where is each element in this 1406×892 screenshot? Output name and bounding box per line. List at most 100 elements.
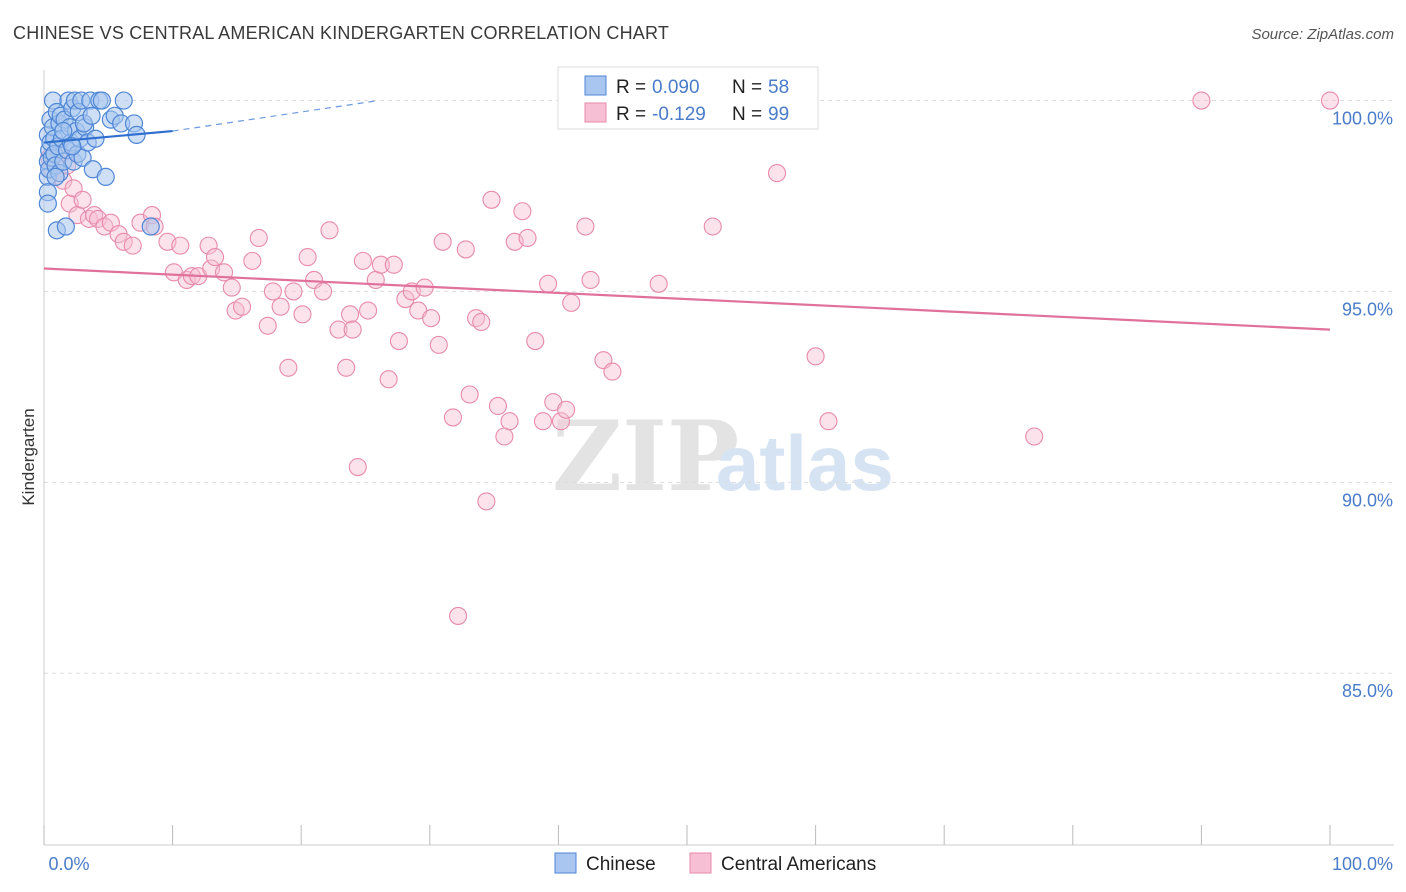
point-chinese xyxy=(114,91,133,110)
point-central-americans xyxy=(576,217,595,236)
x-axis-tick-labels: 0.0% 100.0% xyxy=(48,854,1393,874)
point-central-americans xyxy=(366,270,385,290)
point-central-americans xyxy=(488,396,508,416)
point-central-americans xyxy=(1320,91,1340,110)
bottom-legend-swatch-central xyxy=(689,852,712,874)
point-central-americans xyxy=(379,370,398,389)
point-central-americans xyxy=(222,278,241,297)
point-central-americans xyxy=(123,236,142,255)
bottom-legend-swatch-chinese xyxy=(554,852,577,874)
point-central-americans xyxy=(271,297,290,316)
legend-r-value-central: -0.129 xyxy=(652,104,706,125)
point-central-americans xyxy=(518,228,537,248)
point-chinese xyxy=(38,194,57,213)
point-central-americans xyxy=(533,412,553,431)
point-central-americans xyxy=(258,316,277,335)
y-tick-label: 100.0% xyxy=(1332,109,1393,129)
point-central-americans xyxy=(581,270,600,290)
point-central-americans xyxy=(819,412,838,431)
point-central-americans xyxy=(249,228,268,248)
y-axis-label: Kindergarten xyxy=(19,408,38,505)
series-central-americans xyxy=(40,91,1340,625)
point-central-americans xyxy=(279,358,298,377)
point-central-americans xyxy=(1025,427,1044,446)
chart-source: Source: ZipAtlas.com xyxy=(1251,26,1394,43)
legend-n-value-chinese: 58 xyxy=(768,77,789,98)
point-central-americans xyxy=(429,335,448,354)
point-central-americans xyxy=(73,190,92,209)
point-central-americans xyxy=(477,492,496,511)
series-chinese xyxy=(38,91,160,240)
point-central-americans xyxy=(232,297,252,316)
gridlines xyxy=(44,100,1394,674)
point-central-americans xyxy=(526,332,545,351)
point-central-americans xyxy=(557,400,576,419)
point-central-americans xyxy=(343,320,362,339)
trend-line-chinese xyxy=(43,129,173,144)
watermark: ZIP atlas xyxy=(552,400,894,513)
bottom-legend-label-chinese: Chinese xyxy=(586,854,656,875)
point-central-americans xyxy=(603,362,622,381)
trend-lines xyxy=(43,99,1331,331)
bottom-legend-label-central: Central Americans xyxy=(721,854,876,875)
point-central-americans xyxy=(320,221,339,240)
point-central-americans xyxy=(551,412,571,431)
point-central-americans xyxy=(348,457,367,477)
legend-n-label-chinese: N = xyxy=(732,77,762,98)
watermark-zip: ZIP xyxy=(552,400,739,513)
legend-r-label-chinese: R = xyxy=(616,77,646,98)
stats-legend: R = 0.090 N = 58 R = -0.129 N = 99 xyxy=(557,66,819,130)
x-axis-ticks xyxy=(43,825,1331,845)
point-central-americans xyxy=(371,255,390,274)
point-central-americans xyxy=(562,293,581,312)
point-central-americans xyxy=(384,255,403,274)
legend-n-value-central: 99 xyxy=(768,104,789,125)
point-central-americans xyxy=(243,251,262,270)
point-chinese xyxy=(92,91,111,110)
series-legend: Chinese Central Americans xyxy=(554,852,876,875)
watermark-atlas: atlas xyxy=(716,419,894,507)
point-central-americans xyxy=(460,385,479,404)
point-central-americans xyxy=(353,251,372,270)
x-tick-label: 100.0% xyxy=(1332,854,1393,874)
point-chinese xyxy=(141,217,160,236)
legend-swatch-central xyxy=(584,102,607,123)
point-central-americans xyxy=(341,305,360,324)
point-central-americans xyxy=(205,248,225,267)
point-central-americans xyxy=(456,240,475,259)
point-central-americans xyxy=(539,274,558,293)
legend-r-label-central: R = xyxy=(616,104,646,125)
point-central-americans xyxy=(314,282,333,301)
trend-line-central-americans xyxy=(43,267,1331,331)
point-central-americans xyxy=(337,358,356,377)
point-central-americans xyxy=(396,290,415,309)
point-chinese xyxy=(54,121,73,141)
point-central-americans xyxy=(649,274,668,293)
point-central-americans xyxy=(433,232,452,251)
point-central-americans xyxy=(263,282,282,301)
point-chinese xyxy=(56,217,75,236)
point-central-americans xyxy=(422,309,441,328)
point-chinese xyxy=(82,106,101,125)
point-central-americans xyxy=(284,282,303,301)
legend-swatch-chinese xyxy=(584,75,607,96)
point-central-americans xyxy=(806,347,825,366)
point-central-americans xyxy=(199,236,218,255)
y-tick-label: 95.0% xyxy=(1342,299,1393,319)
x-tick-label: 0.0% xyxy=(48,854,89,874)
point-central-americans xyxy=(359,301,378,320)
point-chinese xyxy=(96,167,115,186)
point-central-americans xyxy=(449,606,468,625)
point-central-americans xyxy=(703,217,722,236)
point-chinese xyxy=(46,167,65,186)
point-chinese xyxy=(63,137,82,156)
point-central-americans xyxy=(500,412,519,431)
point-central-americans xyxy=(495,427,514,446)
point-central-americans xyxy=(114,232,133,251)
point-central-americans xyxy=(293,305,312,324)
point-central-americans xyxy=(329,320,348,339)
point-central-americans xyxy=(298,248,317,267)
legend-r-value-chinese: 0.090 xyxy=(652,77,700,98)
y-tick-label: 90.0% xyxy=(1342,490,1393,510)
